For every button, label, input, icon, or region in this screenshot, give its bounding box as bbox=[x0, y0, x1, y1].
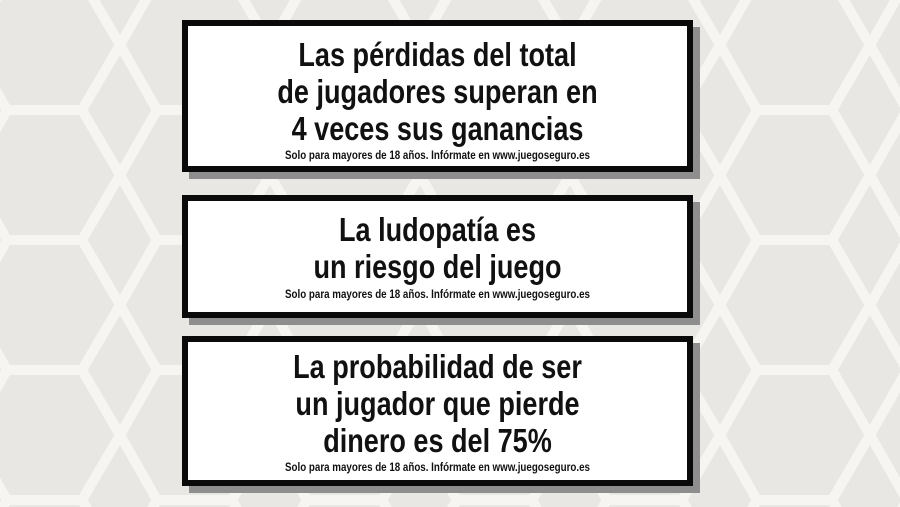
warning-footer: Solo para mayores de 18 años. Infórmate … bbox=[285, 150, 590, 162]
warning-footer: Solo para mayores de 18 años. Infórmate … bbox=[285, 462, 590, 474]
warning-headline-line: de jugadores superan en bbox=[277, 73, 598, 110]
warning-box-1: Las pérdidas del total de jugadores supe… bbox=[182, 20, 693, 172]
warning-headline-line: dinero es del 75% bbox=[323, 422, 552, 459]
warning-headline-line: La probabilidad de ser bbox=[293, 348, 582, 385]
warning-headline-line: 4 veces sus ganancias bbox=[291, 110, 584, 147]
warning-headline-line: un jugador que pierde bbox=[295, 385, 580, 422]
warning-headline-line: La ludopatía es bbox=[339, 211, 536, 248]
warning-headline-line: un riesgo del juego bbox=[313, 248, 562, 285]
warning-box-3: La probabilidad de ser un jugador que pi… bbox=[182, 336, 693, 486]
warning-footer: Solo para mayores de 18 años. Infórmate … bbox=[285, 289, 590, 301]
warning-box-2: La ludopatía es un riesgo del juego Solo… bbox=[182, 195, 693, 318]
warning-headline-line: Las pérdidas del total bbox=[298, 36, 577, 73]
